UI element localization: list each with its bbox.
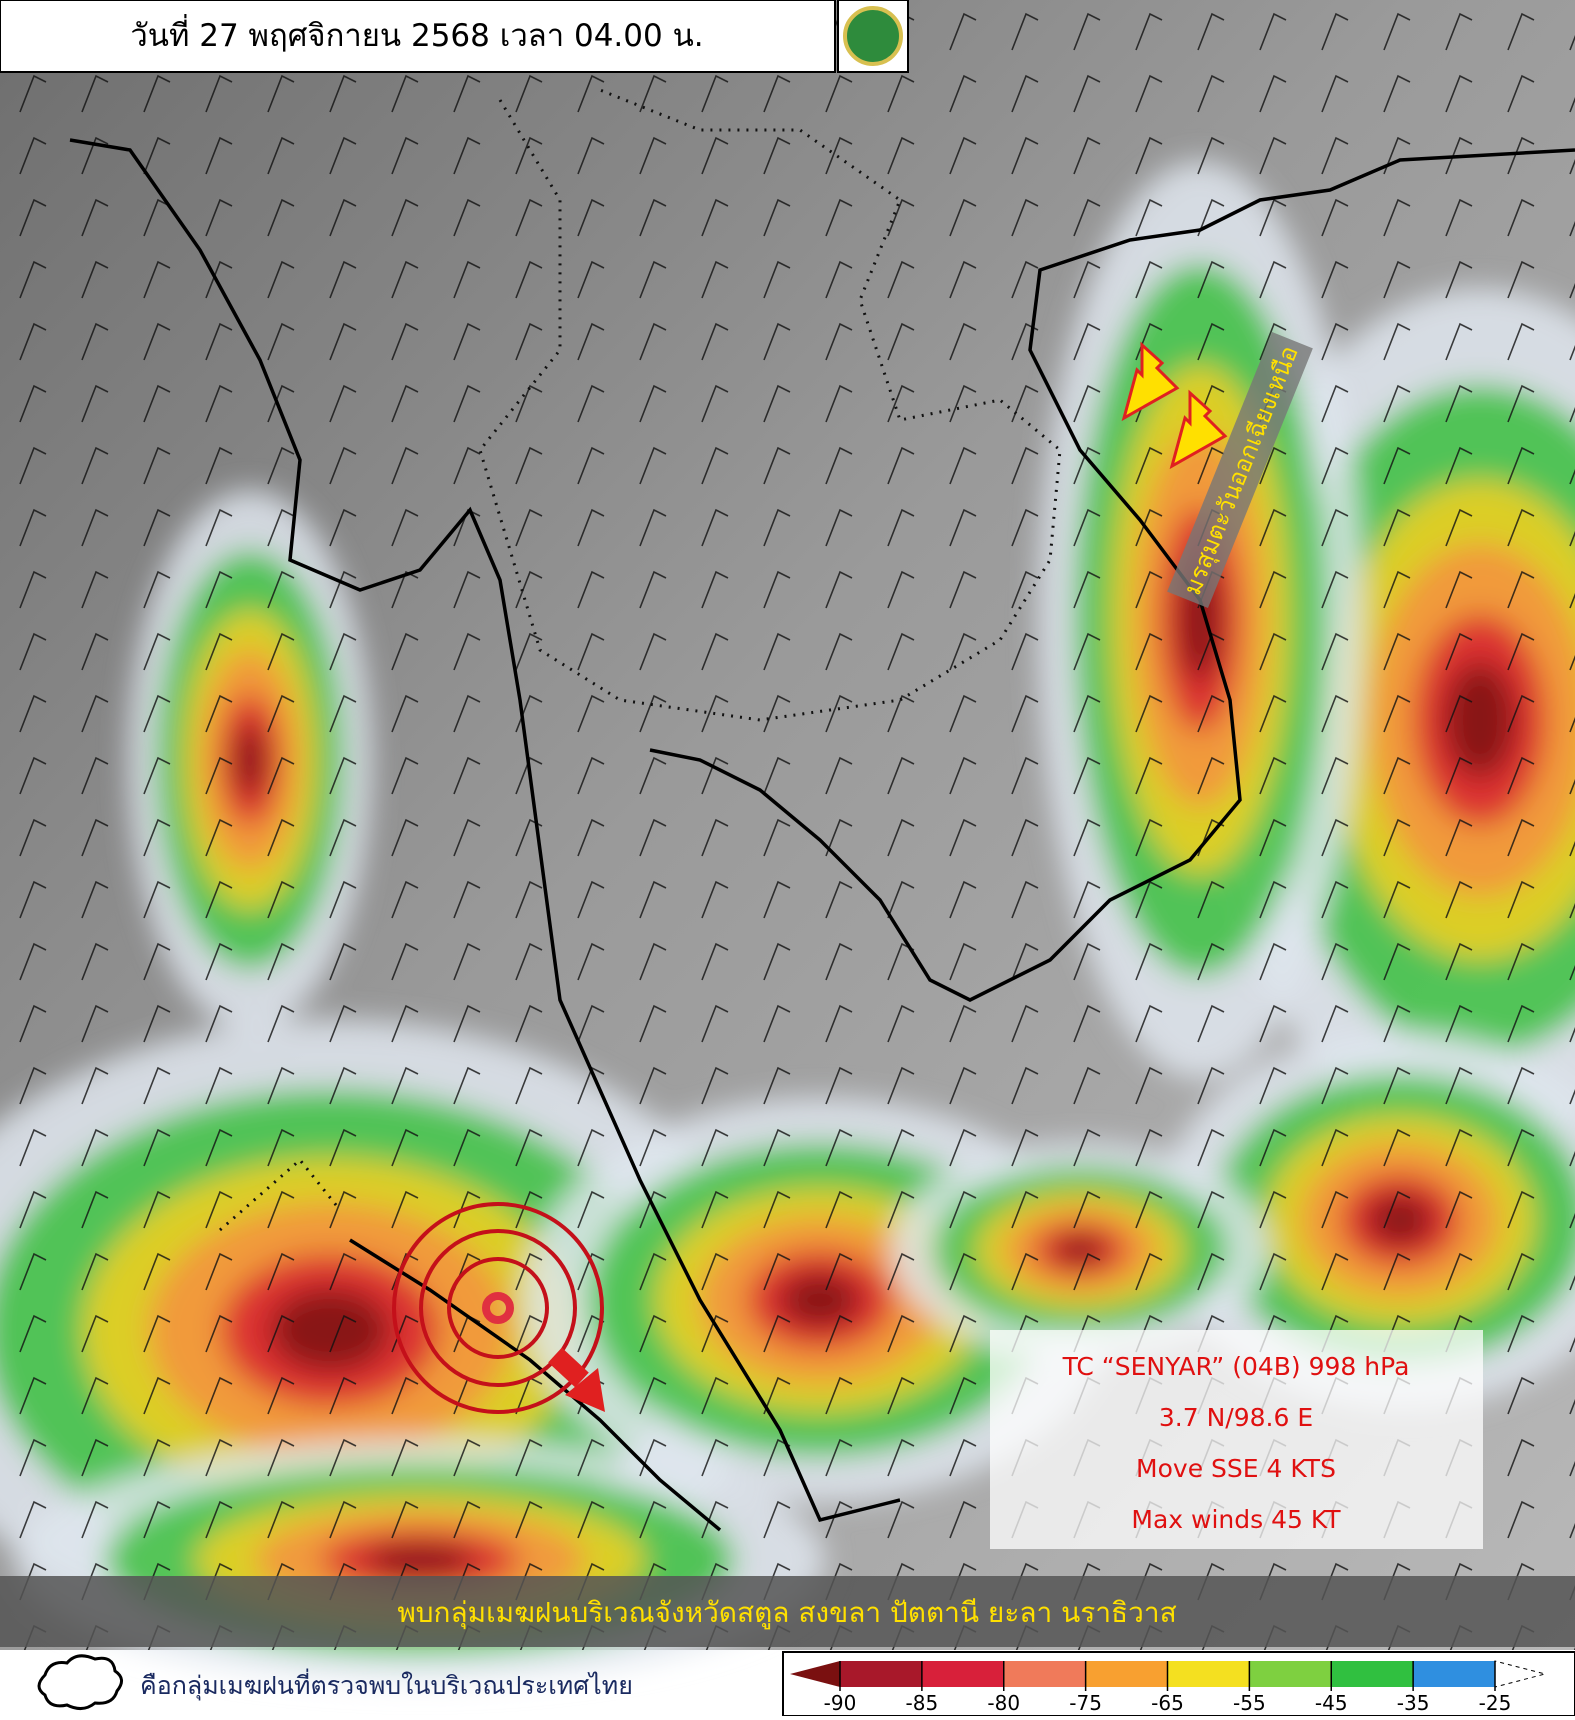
colorbar-tick-label: -65 [1151,1691,1184,1715]
colorbar-tick-label: -35 [1397,1691,1430,1715]
storm-info-line: TC “SENYAR” (04B) 998 hPa [1062,1352,1410,1381]
colorbar-segment [1331,1661,1414,1687]
storm-info-line: Move SSE 4 KTS [1136,1454,1336,1483]
colorbar-tick-label: -75 [1069,1691,1102,1715]
colorbar-segment [1494,1660,1547,1688]
legend-label: คือกลุ่มเมฆฝนที่ตรวจพบในบริเวณประเทศไทย [140,1668,633,1701]
storm-info-line: Max winds 45 KT [1131,1505,1341,1534]
monsoon-arrows [1121,341,1228,470]
colorbar-tick-label: -55 [1233,1691,1266,1715]
colorbar-tick-label: -45 [1315,1691,1348,1715]
logo [843,6,903,66]
legend-cloud-icon [37,1654,123,1710]
borders [219,88,1062,1232]
colorbar: -90 -85 -80 -75 -65 -55 -45 -35 -25 [782,1651,1575,1717]
colorbar-tick-label: -80 [987,1691,1020,1715]
storm-info-box [990,1330,1483,1549]
storm-symbol [392,1202,605,1414]
colorbar-tick-label: -25 [1479,1691,1512,1715]
header-box [0,0,836,73]
colorbar-segment [790,1661,840,1687]
colorbar-segment [1167,1661,1250,1687]
colorbar-tick-label: -90 [824,1691,857,1715]
colorbar-segment [1003,1661,1086,1687]
banner-text: พบกลุ่มเมฆฝนบริเวณจังหวัดสตูล สงขลา ปัตต… [397,1596,1176,1630]
coastline [69,138,901,1523]
colorbar-tick-label: -85 [906,1691,939,1715]
header-title: วันที่ 27 พฤศจิกายน 2568 เวลา 04.00 น. [130,14,703,54]
colorbar-segment [840,1661,922,1687]
banner [0,1576,1575,1647]
storm-info-line: 3.7 N/98.6 E [1159,1403,1313,1432]
colorbar-segment [1085,1661,1168,1687]
colorbar-segment [1249,1661,1332,1687]
colorbar-segment [921,1661,1004,1687]
coastline [649,148,1575,1002]
colorbar-segment [1413,1661,1495,1687]
